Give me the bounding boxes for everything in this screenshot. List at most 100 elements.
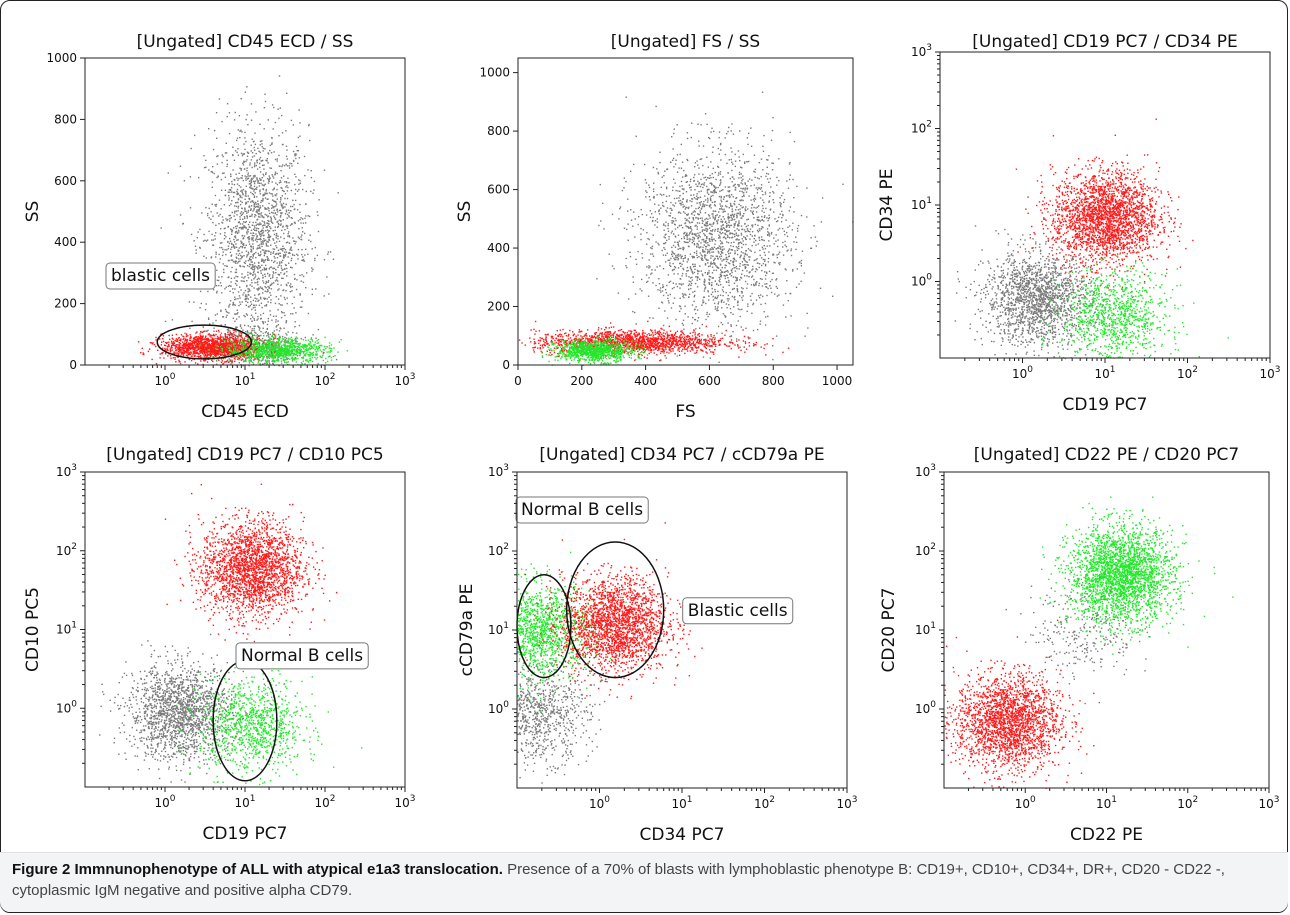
data-point — [277, 337, 280, 340]
data-point — [241, 332, 243, 335]
data-point — [179, 349, 182, 352]
data-point — [238, 172, 240, 174]
data-point — [768, 233, 770, 235]
data-point — [274, 345, 277, 348]
data-point — [706, 311, 708, 314]
data-point — [337, 351, 339, 353]
data-point — [257, 252, 259, 255]
data-point — [313, 189, 315, 191]
data-point — [331, 347, 333, 350]
data-point — [239, 200, 242, 202]
data-point — [215, 333, 217, 336]
data-point — [218, 338, 220, 340]
data-point — [227, 259, 230, 262]
data-point — [207, 317, 210, 319]
data-point — [199, 350, 201, 353]
data-point — [263, 253, 266, 255]
data-point — [232, 261, 235, 263]
data-point — [216, 313, 218, 315]
data-point — [231, 191, 233, 193]
data-point — [234, 212, 236, 214]
data-point — [199, 335, 202, 337]
data-point — [251, 328, 253, 330]
x-tick-label: 100 — [154, 372, 175, 388]
data-point — [248, 290, 250, 292]
data-point — [238, 247, 241, 249]
data-point — [241, 256, 243, 258]
data-point — [238, 335, 240, 337]
data-point — [267, 272, 269, 275]
data-point — [262, 197, 264, 200]
data-point — [285, 340, 288, 343]
data-point — [257, 244, 259, 247]
data-point — [260, 360, 262, 362]
data-point — [173, 344, 176, 347]
data-point — [273, 349, 275, 351]
data-point — [230, 229, 233, 231]
data-point — [267, 162, 269, 164]
data-point — [226, 311, 229, 314]
data-point — [273, 342, 275, 345]
data-point — [290, 339, 293, 342]
data-point — [310, 344, 312, 347]
data-point — [188, 343, 190, 346]
data-point — [249, 272, 251, 274]
data-point — [233, 238, 235, 241]
data-point — [230, 332, 233, 335]
data-point — [237, 339, 239, 341]
data-point — [262, 232, 264, 234]
data-point — [250, 279, 253, 281]
data-point — [281, 304, 283, 306]
data-point — [274, 346, 276, 348]
data-point — [185, 333, 188, 335]
data-point — [290, 354, 292, 357]
data-point — [238, 346, 240, 349]
data-point — [242, 349, 244, 351]
data-point — [245, 340, 248, 343]
data-point — [257, 228, 260, 230]
data-point — [183, 345, 185, 347]
data-point — [209, 350, 212, 352]
data-point — [299, 179, 301, 182]
data-point — [233, 205, 236, 207]
data-point — [250, 208, 252, 210]
data-point — [207, 340, 209, 343]
data-point — [293, 254, 296, 257]
data-point — [221, 349, 223, 351]
data-point — [229, 360, 231, 362]
data-point — [328, 347, 330, 349]
data-point — [252, 237, 254, 239]
data-point — [186, 341, 188, 344]
data-point — [165, 353, 167, 355]
data-point — [276, 172, 278, 175]
data-point — [236, 257, 238, 259]
y-tick-label: 400 — [54, 235, 77, 249]
data-point — [197, 339, 199, 341]
data-point — [236, 183, 239, 185]
data-point — [274, 218, 277, 220]
data-point — [235, 260, 238, 263]
data-point — [170, 340, 173, 342]
data-point — [164, 349, 166, 351]
data-point — [230, 187, 233, 189]
data-point — [237, 349, 239, 351]
data-point — [283, 327, 285, 329]
data-point — [231, 348, 234, 351]
data-point — [230, 356, 232, 358]
data-point — [329, 349, 332, 352]
data-point — [300, 351, 302, 353]
data-point — [238, 357, 241, 360]
data-point — [232, 301, 234, 304]
data-point — [222, 357, 224, 360]
data-point — [276, 358, 279, 361]
data-point — [256, 334, 259, 336]
data-point — [693, 266, 695, 268]
data-point — [225, 351, 227, 353]
data-point — [239, 338, 242, 341]
data-point — [292, 124, 294, 126]
data-point — [243, 243, 245, 245]
data-point — [201, 337, 203, 339]
data-point — [295, 338, 297, 341]
data-point — [248, 198, 251, 201]
data-point — [175, 345, 178, 348]
